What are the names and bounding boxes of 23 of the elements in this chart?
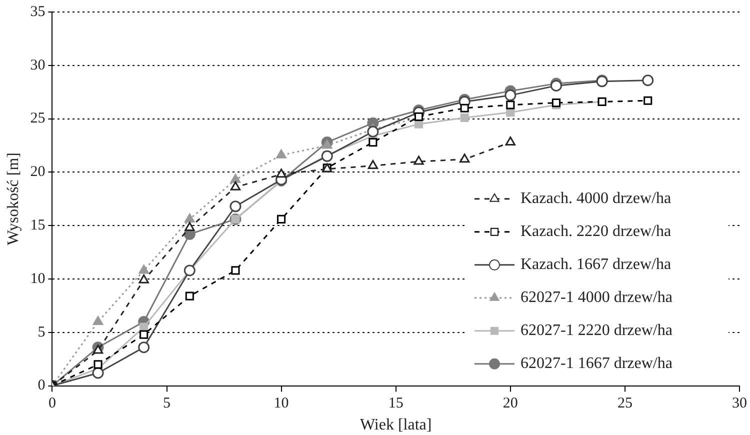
legend-label: 62027-1 2220 drzew/ha <box>520 322 672 340</box>
legend-label: Kazach. 2220 drzew/ha <box>520 223 672 240</box>
x-tick-label: 30 <box>732 396 747 412</box>
y-tick-label: 35 <box>30 4 46 20</box>
y-axis-title: Wysokość [m] <box>4 152 22 246</box>
x-tick-label: 0 <box>48 396 56 412</box>
x-tick-label: 5 <box>163 396 170 412</box>
y-tick-label: 25 <box>30 110 46 127</box>
legend-label: 62027-1 1667 drzew/ha <box>520 355 672 372</box>
x-tick-label: 25 <box>617 396 632 412</box>
x-tick-label: 15 <box>388 396 404 412</box>
y-tick-label: 15 <box>30 218 46 234</box>
legend-label: Kazach. 1667 drzew/ha <box>520 256 672 274</box>
x-tick-label: 20 <box>502 396 518 412</box>
x-tick-label: 10 <box>274 396 289 412</box>
y-tick-label: 20 <box>30 164 46 180</box>
y-tick-label: 0 <box>38 378 46 394</box>
legend-label: Kazach. 4000 drzew/ha <box>520 190 672 208</box>
x-axis-title: Wiek [lata] <box>360 416 432 434</box>
y-tick-label: 30 <box>30 57 46 74</box>
y-tick-label: 5 <box>38 324 46 340</box>
y-tick-label: 10 <box>30 270 46 287</box>
legend-label: 62027-1 4000 drzew/ha <box>520 289 672 306</box>
